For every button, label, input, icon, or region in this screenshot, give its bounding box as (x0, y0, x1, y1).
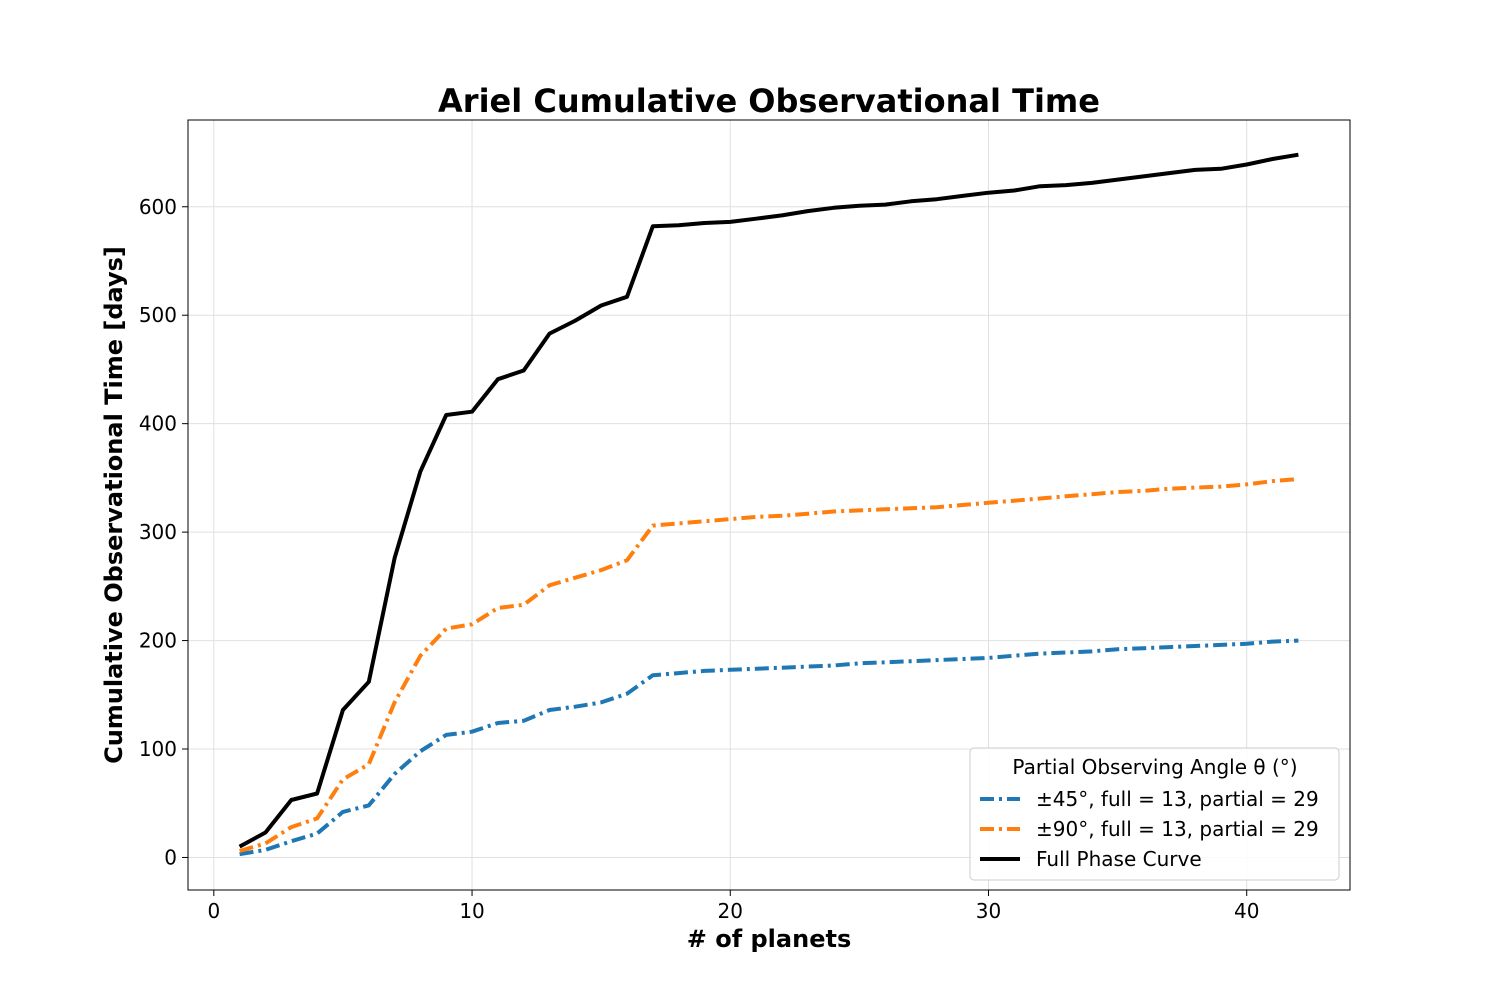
series-group (238, 152, 1299, 857)
x-tick-label: 10 (459, 899, 484, 923)
y-tick-label: 0 (164, 845, 177, 869)
chart-title: Ariel Cumulative Observational Time (438, 82, 1100, 120)
x-tick-label: 30 (976, 899, 1001, 923)
y-tick-label: 300 (139, 520, 177, 544)
y-axis-label: Cumulative Observational Time [days] (100, 246, 128, 764)
grid (188, 120, 1350, 890)
x-tick-label: 20 (718, 899, 743, 923)
y-tick-label: 400 (139, 412, 177, 436)
legend: Partial Observing Angle θ (°) ±45°, full… (969, 747, 1340, 881)
plot-frame (187, 119, 1351, 891)
x-tick-label: 40 (1234, 899, 1259, 923)
legend-label-series-2: Full Phase Curve (1036, 847, 1202, 871)
y-tick-label: 200 (139, 629, 177, 653)
legend-title: Partial Observing Angle θ (°) (1012, 755, 1297, 779)
legend-box (969, 747, 1340, 881)
x-tick-label: 0 (207, 899, 220, 923)
x-axis-label: # of planets (687, 925, 851, 953)
y-tick-label: 600 (139, 195, 177, 219)
series-line-0 (239, 638, 1299, 857)
series-line-2 (238, 152, 1299, 849)
legend-label-series-0: ±45°, full = 13, partial = 29 (1036, 787, 1319, 811)
y-tick-label: 500 (139, 303, 177, 327)
series-line-1 (239, 477, 1299, 853)
legend-label-series-1: ±90°, full = 13, partial = 29 (1036, 817, 1319, 841)
y-tick-label: 100 (139, 737, 177, 761)
